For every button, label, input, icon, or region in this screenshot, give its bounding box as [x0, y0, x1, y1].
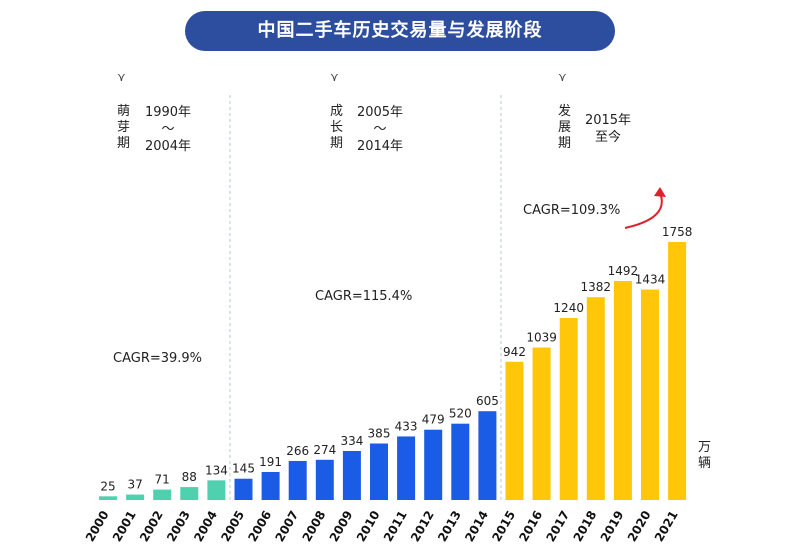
phase-3-cagr: CAGR=109.3%: [523, 203, 621, 218]
bar-2007: [288, 460, 307, 500]
phase-2-cagr: CAGR=115.4%: [315, 289, 413, 304]
bar-2004: [207, 480, 226, 500]
value-label-2009: 334: [340, 434, 363, 448]
x-tick-2010: 2010: [354, 508, 383, 544]
bar-2013: [451, 423, 470, 500]
x-tick-2013: 2013: [435, 508, 464, 544]
x-tick-2018: 2018: [571, 508, 600, 544]
x-tick-2003: 2003: [164, 508, 193, 544]
bar-2020: [641, 289, 659, 500]
value-label-2013: 520: [449, 407, 472, 421]
bar-2017: [559, 318, 578, 500]
x-tick-2021: 2021: [652, 508, 681, 544]
phase-1-range-end: 2004年: [144, 139, 192, 154]
phase-1-chevron-icon: ⋎: [117, 70, 126, 84]
value-label-2012: 479: [422, 413, 445, 427]
x-tick-2005: 2005: [218, 508, 247, 544]
bar-2018: [586, 297, 605, 500]
value-label-2005: 145: [232, 462, 255, 476]
value-label-2008: 274: [313, 443, 336, 457]
phase-1-range-sep: ～: [161, 122, 175, 137]
phase-3-chevron-icon: ⋎: [558, 70, 567, 84]
value-label-2010: 385: [368, 426, 391, 440]
x-tick-2008: 2008: [300, 508, 329, 544]
phase-2-range-sep: ～: [373, 122, 387, 137]
x-tick-2020: 2020: [625, 508, 654, 544]
bar-2009: [342, 450, 361, 500]
x-tick-2011: 2011: [381, 508, 410, 544]
x-tick-2014: 2014: [462, 508, 491, 544]
bar-2005: [234, 478, 253, 500]
phase-3-range: 2015年 至今: [578, 112, 638, 146]
phase-3-name: 发展期: [558, 104, 572, 151]
x-tick-2007: 2007: [273, 508, 302, 544]
x-tick-2000: 2000: [83, 508, 112, 544]
phase-1-range: 1990年 ～ 2004年: [138, 104, 198, 155]
bar-2016: [532, 347, 551, 500]
value-label-2020: 1434: [635, 273, 666, 287]
x-tick-2015: 2015: [489, 508, 518, 544]
x-tick-2009: 2009: [327, 508, 356, 544]
x-tick-2002: 2002: [137, 508, 166, 544]
growth-arrow: [624, 192, 663, 229]
x-tick-2006: 2006: [245, 508, 274, 544]
phase-1-range-start: 1990年: [144, 105, 192, 120]
phase-2-chevron-icon: ⋎: [330, 70, 339, 84]
value-label-2015: 942: [503, 345, 526, 359]
value-label-2006: 191: [259, 455, 282, 469]
phase-1-cagr: CAGR=39.9%: [113, 351, 203, 366]
chart-title: 中国二手车历史交易量与发展阶段: [185, 11, 615, 51]
x-tick-2016: 2016: [516, 508, 545, 544]
value-label-2014: 605: [476, 394, 499, 408]
value-label-2017: 1240: [553, 301, 584, 315]
value-label-2011: 433: [395, 419, 418, 433]
bar-2015: [505, 361, 524, 500]
value-label-2018: 1382: [581, 280, 612, 294]
x-tick-2004: 2004: [191, 508, 220, 544]
bar-2008: [315, 459, 334, 500]
bar-2001: [126, 494, 145, 500]
value-label-2016: 1039: [526, 331, 557, 345]
value-label-2019: 1492: [608, 264, 639, 278]
bar-2010: [370, 443, 388, 500]
phase-1-name: 萌芽期: [117, 104, 131, 151]
x-tick-2001: 2001: [110, 508, 139, 544]
phase-2-range-end: 2014年: [356, 139, 404, 154]
value-label-2003: 88: [182, 470, 197, 484]
value-label-2021: 1758: [662, 225, 693, 239]
bar-2003: [180, 487, 199, 500]
bar-2011: [397, 436, 416, 500]
value-label-2001: 37: [127, 478, 142, 492]
x-tick-2012: 2012: [408, 508, 437, 544]
value-label-2002: 71: [155, 473, 170, 487]
growth-arrow-head: [654, 187, 666, 197]
x-tick-2017: 2017: [544, 508, 573, 544]
bar-2000: [99, 496, 117, 500]
value-label-2007: 266: [286, 444, 309, 458]
bar-2006: [261, 471, 280, 500]
bar-2021: [668, 242, 687, 500]
phase-2-range-start: 2005年: [356, 105, 404, 120]
bar-2019: [613, 281, 632, 500]
phase-3-range-end: 至今: [594, 130, 621, 145]
value-label-2004: 134: [205, 463, 228, 477]
bar-2002: [153, 489, 172, 500]
unit-label: 万辆: [698, 440, 712, 471]
bar-2014: [478, 411, 497, 500]
value-label-2000: 25: [100, 479, 115, 493]
x-tick-2019: 2019: [598, 508, 627, 544]
phase-2-name: 成长期: [330, 104, 344, 151]
phase-3-range-start: 2015年: [584, 113, 632, 128]
phase-2-range: 2005年 ～ 2014年: [350, 104, 410, 155]
bar-2012: [424, 429, 443, 500]
